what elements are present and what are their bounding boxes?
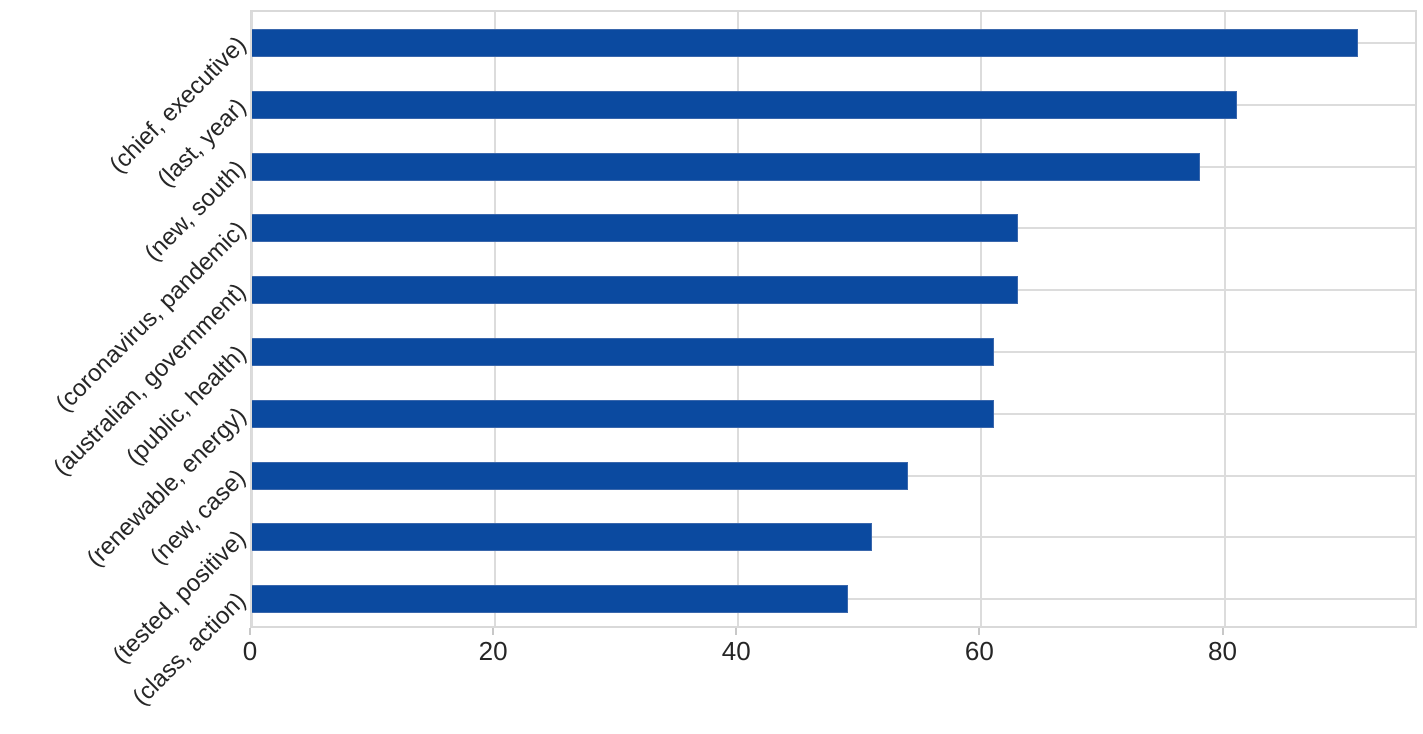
bar — [252, 523, 872, 552]
bar — [252, 585, 848, 614]
x-tick-label: 40 — [721, 636, 751, 666]
x-gridline — [494, 12, 497, 626]
bar — [252, 90, 1237, 119]
plot-area — [250, 10, 1417, 628]
bar — [252, 28, 1359, 57]
x-tick-mark — [1221, 628, 1224, 635]
bar — [252, 461, 909, 490]
x-gridline — [980, 12, 983, 626]
bar — [252, 152, 1201, 181]
x-tick-label: 0 — [242, 636, 258, 666]
x-tick-mark — [978, 628, 981, 635]
x-tick-label: 80 — [1208, 636, 1237, 666]
bar — [252, 399, 994, 428]
x-tick-label: 60 — [964, 636, 994, 666]
x-gridline — [1223, 12, 1226, 626]
x-tick-mark — [735, 628, 738, 635]
x-tick-mark — [492, 628, 495, 635]
bar — [252, 214, 1018, 243]
x-gridline — [251, 12, 253, 626]
x-tick-label: 20 — [478, 636, 508, 666]
x-tick-mark — [249, 628, 251, 635]
bar — [252, 276, 1018, 305]
bar — [252, 337, 994, 366]
x-gridline — [737, 12, 740, 626]
